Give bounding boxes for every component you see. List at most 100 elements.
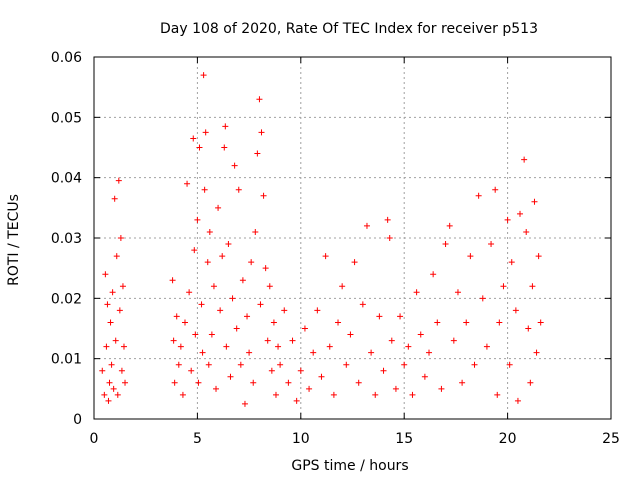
- data-point: [376, 313, 383, 320]
- data-point: [200, 72, 207, 79]
- data-point: [459, 379, 466, 386]
- data-point: [514, 397, 521, 404]
- data-point: [310, 349, 317, 356]
- data-point: [483, 343, 490, 350]
- data-point: [500, 283, 507, 290]
- data-point: [368, 349, 375, 356]
- data-point: [112, 337, 119, 344]
- data-point: [397, 313, 404, 320]
- y-tick-label: 0.05: [51, 110, 82, 126]
- data-point: [330, 391, 337, 398]
- data-point: [186, 289, 193, 296]
- data-point: [372, 391, 379, 398]
- data-point: [351, 259, 358, 266]
- data-point: [256, 96, 263, 103]
- data-point: [388, 337, 395, 344]
- data-point: [517, 210, 524, 217]
- data-point: [527, 379, 534, 386]
- data-point: [219, 253, 226, 260]
- data-point: [467, 253, 474, 260]
- data-point: [248, 259, 255, 266]
- data-point: [205, 361, 212, 368]
- data-point: [533, 349, 540, 356]
- data-point: [110, 385, 117, 392]
- data-point: [434, 319, 441, 326]
- data-point: [217, 307, 224, 314]
- data-point: [525, 325, 532, 332]
- data-point: [494, 391, 501, 398]
- data-point: [227, 373, 234, 380]
- data-point: [244, 313, 251, 320]
- data-point: [508, 259, 515, 266]
- y-tick-label: 0.03: [51, 231, 82, 247]
- data-points: [99, 72, 544, 407]
- data-point: [471, 361, 478, 368]
- data-point: [102, 271, 109, 278]
- data-point: [177, 343, 184, 350]
- x-tick-label: 0: [90, 431, 99, 447]
- data-point: [201, 186, 208, 193]
- data-point: [521, 156, 528, 163]
- data-point: [118, 367, 125, 374]
- data-point: [401, 361, 408, 368]
- data-point: [204, 259, 211, 266]
- data-point: [293, 397, 300, 404]
- data-point: [170, 337, 177, 344]
- data-point: [450, 337, 457, 344]
- data-point: [531, 198, 538, 205]
- data-point: [190, 135, 197, 142]
- data-point: [339, 283, 346, 290]
- data-point: [254, 150, 261, 157]
- data-point: [192, 331, 199, 338]
- data-point: [225, 241, 232, 248]
- data-point: [239, 277, 246, 284]
- x-axis-label: GPS time / hours: [291, 458, 408, 474]
- data-point: [268, 367, 275, 374]
- data-point: [504, 216, 511, 223]
- data-point: [120, 343, 127, 350]
- data-point: [169, 277, 176, 284]
- data-point: [479, 295, 486, 302]
- data-point: [117, 235, 124, 241]
- data-point: [496, 319, 503, 326]
- y-tick-label: 0.02: [51, 291, 82, 307]
- data-point: [347, 331, 354, 338]
- data-point: [229, 295, 236, 302]
- data-point: [111, 195, 118, 202]
- x-tick-label: 25: [602, 431, 620, 447]
- x-tick-label: 10: [292, 431, 310, 447]
- y-tick-label: 0.01: [51, 352, 82, 368]
- data-point: [426, 349, 433, 356]
- data-point: [272, 391, 279, 398]
- data-point: [430, 271, 437, 278]
- data-point: [297, 367, 304, 374]
- data-point: [475, 192, 482, 199]
- data-point: [206, 228, 213, 235]
- data-point: [384, 216, 391, 223]
- data-point: [359, 301, 366, 308]
- x-tick-label: 20: [499, 431, 517, 447]
- data-point: [106, 379, 113, 386]
- data-point: [392, 385, 399, 392]
- data-point: [463, 319, 470, 326]
- data-point: [173, 313, 180, 320]
- data-point: [171, 379, 178, 386]
- data-point: [198, 301, 205, 308]
- data-point: [363, 222, 370, 229]
- data-point: [537, 319, 544, 326]
- data-point: [104, 301, 111, 308]
- data-point: [105, 397, 112, 404]
- data-point: [266, 283, 273, 290]
- data-point: [301, 325, 308, 332]
- data-point: [257, 301, 264, 308]
- data-point: [210, 283, 217, 290]
- x-tick-label: 5: [193, 431, 202, 447]
- data-point: [109, 289, 116, 296]
- data-point: [529, 283, 536, 290]
- data-point: [446, 222, 453, 229]
- data-point: [115, 177, 122, 184]
- data-point: [326, 343, 333, 350]
- data-point: [277, 361, 284, 368]
- data-point: [260, 192, 267, 199]
- data-point: [512, 307, 519, 314]
